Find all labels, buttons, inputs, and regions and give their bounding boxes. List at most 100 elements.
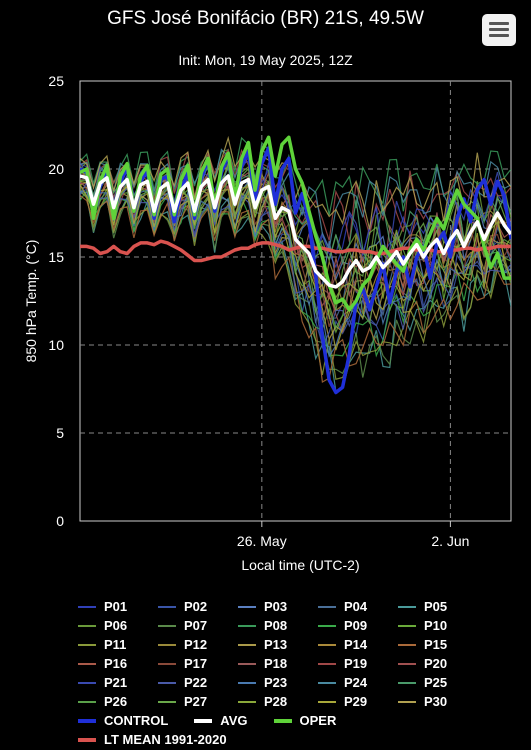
legend-item-p28[interactable]: P28 xyxy=(238,692,318,711)
y-tick-label: 0 xyxy=(56,513,64,529)
legend-main-row: CONTROL AVG OPER xyxy=(78,711,518,730)
legend-swatch xyxy=(158,605,176,608)
ensemble-legend-grid: P01 P02 P03 P04 P05 P06 P07 P08 P09 P10 P11 P12 P13 P… xyxy=(78,597,518,711)
y-tick-label: 10 xyxy=(48,337,64,353)
legend-item-avg[interactable]: AVG xyxy=(194,713,248,728)
legend-swatch xyxy=(238,643,256,646)
legend-item-p08[interactable]: P08 xyxy=(238,616,318,635)
legend-item-p14[interactable]: P14 xyxy=(318,635,398,654)
plot-area xyxy=(80,135,511,395)
x-tick-label: 26. May xyxy=(237,533,287,549)
legend-item-p11[interactable]: P11 xyxy=(78,635,158,654)
legend-swatch xyxy=(398,700,416,703)
legend-label: P20 xyxy=(424,656,448,671)
legend-item-p18[interactable]: P18 xyxy=(238,654,318,673)
legend-label: P11 xyxy=(104,637,127,652)
legend-item-p04[interactable]: P04 xyxy=(318,597,398,616)
legend-item-p21[interactable]: P21 xyxy=(78,673,158,692)
legend-swatch xyxy=(158,624,176,627)
legend-label: P05 xyxy=(424,599,448,614)
legend-swatch xyxy=(318,624,336,627)
hamburger-menu-icon[interactable] xyxy=(482,14,516,46)
legend-label: P04 xyxy=(344,599,368,614)
legend-item-p09[interactable]: P09 xyxy=(318,616,398,635)
legend-item-p20[interactable]: P20 xyxy=(398,654,478,673)
legend-label: P26 xyxy=(104,694,128,709)
legend-label: P29 xyxy=(344,694,368,709)
legend-swatch xyxy=(318,605,336,608)
legend-swatch xyxy=(398,662,416,665)
legend-item-p01[interactable]: P01 xyxy=(78,597,158,616)
legend-swatch xyxy=(78,605,96,608)
legend-item-p12[interactable]: P12 xyxy=(158,635,238,654)
legend-swatch xyxy=(238,700,256,703)
legend-swatch xyxy=(238,681,256,684)
legend-label: P15 xyxy=(424,637,448,652)
legend-label: P02 xyxy=(184,599,208,614)
legend-swatch xyxy=(318,681,336,684)
legend-label: P17 xyxy=(184,656,208,671)
legend-label: P19 xyxy=(344,656,368,671)
legend-swatch xyxy=(398,643,416,646)
legend-label: P10 xyxy=(424,618,448,633)
legend-swatch xyxy=(78,643,96,646)
legend-swatch xyxy=(398,624,416,627)
y-tick-label: 15 xyxy=(48,249,64,265)
legend-label: P14 xyxy=(344,637,368,652)
temperature-chart: 0 5 10 15 20 25 26. May 2. Jun Local time (UTC-2… xyxy=(23,73,512,573)
legend-item-ltmean[interactable]: LT MEAN 1991-2020 xyxy=(78,732,227,747)
chart-legend: P01 P02 P03 P04 P05 P06 P07 P08 P09 P10 P11 P12 P13 P… xyxy=(78,597,518,749)
legend-label: P12 xyxy=(184,637,208,652)
legend-label: P30 xyxy=(424,694,448,709)
legend-item-p26[interactable]: P26 xyxy=(78,692,158,711)
legend-item-p06[interactable]: P06 xyxy=(78,616,158,635)
legend-item-p02[interactable]: P02 xyxy=(158,597,238,616)
chart-subtitle: Init: Mon, 19 May 2025, 12Z xyxy=(178,52,353,68)
legend-item-p15[interactable]: P15 xyxy=(398,635,478,654)
legend-item-p10[interactable]: P10 xyxy=(398,616,478,635)
legend-swatch xyxy=(318,643,336,646)
legend-swatch xyxy=(78,700,96,703)
legend-item-p22[interactable]: P22 xyxy=(158,673,238,692)
legend-label: P24 xyxy=(344,675,368,690)
legend-swatch xyxy=(78,662,96,665)
legend-swatch xyxy=(318,700,336,703)
legend-item-p29[interactable]: P29 xyxy=(318,692,398,711)
legend-item-p30[interactable]: P30 xyxy=(398,692,478,711)
legend-item-p13[interactable]: P13 xyxy=(238,635,318,654)
legend-label: P25 xyxy=(424,675,448,690)
legend-label: P27 xyxy=(184,694,208,709)
y-axis-label: 850 hPa Temp. (°C) xyxy=(23,240,39,363)
legend-item-p19[interactable]: P19 xyxy=(318,654,398,673)
legend-swatch xyxy=(78,681,96,684)
legend-label: P16 xyxy=(104,656,128,671)
legend-label: P21 xyxy=(104,675,128,690)
legend-item-oper[interactable]: OPER xyxy=(273,713,336,728)
legend-item-p03[interactable]: P03 xyxy=(238,597,318,616)
legend-label: P06 xyxy=(104,618,128,633)
legend-item-p23[interactable]: P23 xyxy=(238,673,318,692)
y-tick-label: 20 xyxy=(48,161,64,177)
legend-label: P01 xyxy=(104,599,128,614)
legend-label: P23 xyxy=(264,675,288,690)
series-line-p15 xyxy=(80,194,511,383)
legend-item-p25[interactable]: P25 xyxy=(398,673,478,692)
legend-item-p07[interactable]: P07 xyxy=(158,616,238,635)
legend-swatch xyxy=(318,662,336,665)
legend-swatch xyxy=(158,700,176,703)
series-line-p29 xyxy=(80,184,511,351)
chart-title: GFS José Bonifácio (BR) 21S, 49.5W xyxy=(107,8,424,29)
legend-swatch xyxy=(238,605,256,608)
legend-item-p05[interactable]: P05 xyxy=(398,597,478,616)
legend-item-p24[interactable]: P24 xyxy=(318,673,398,692)
legend-swatch xyxy=(398,681,416,684)
legend-item-p27[interactable]: P27 xyxy=(158,692,238,711)
legend-swatch xyxy=(78,624,96,627)
legend-item-p16[interactable]: P16 xyxy=(78,654,158,673)
legend-swatch xyxy=(398,605,416,608)
x-tick-label: 2. Jun xyxy=(431,533,469,549)
y-tick-label: 5 xyxy=(56,425,64,441)
series-line-p30 xyxy=(80,135,511,230)
legend-item-p17[interactable]: P17 xyxy=(158,654,238,673)
legend-item-control[interactable]: CONTROL xyxy=(78,713,168,728)
